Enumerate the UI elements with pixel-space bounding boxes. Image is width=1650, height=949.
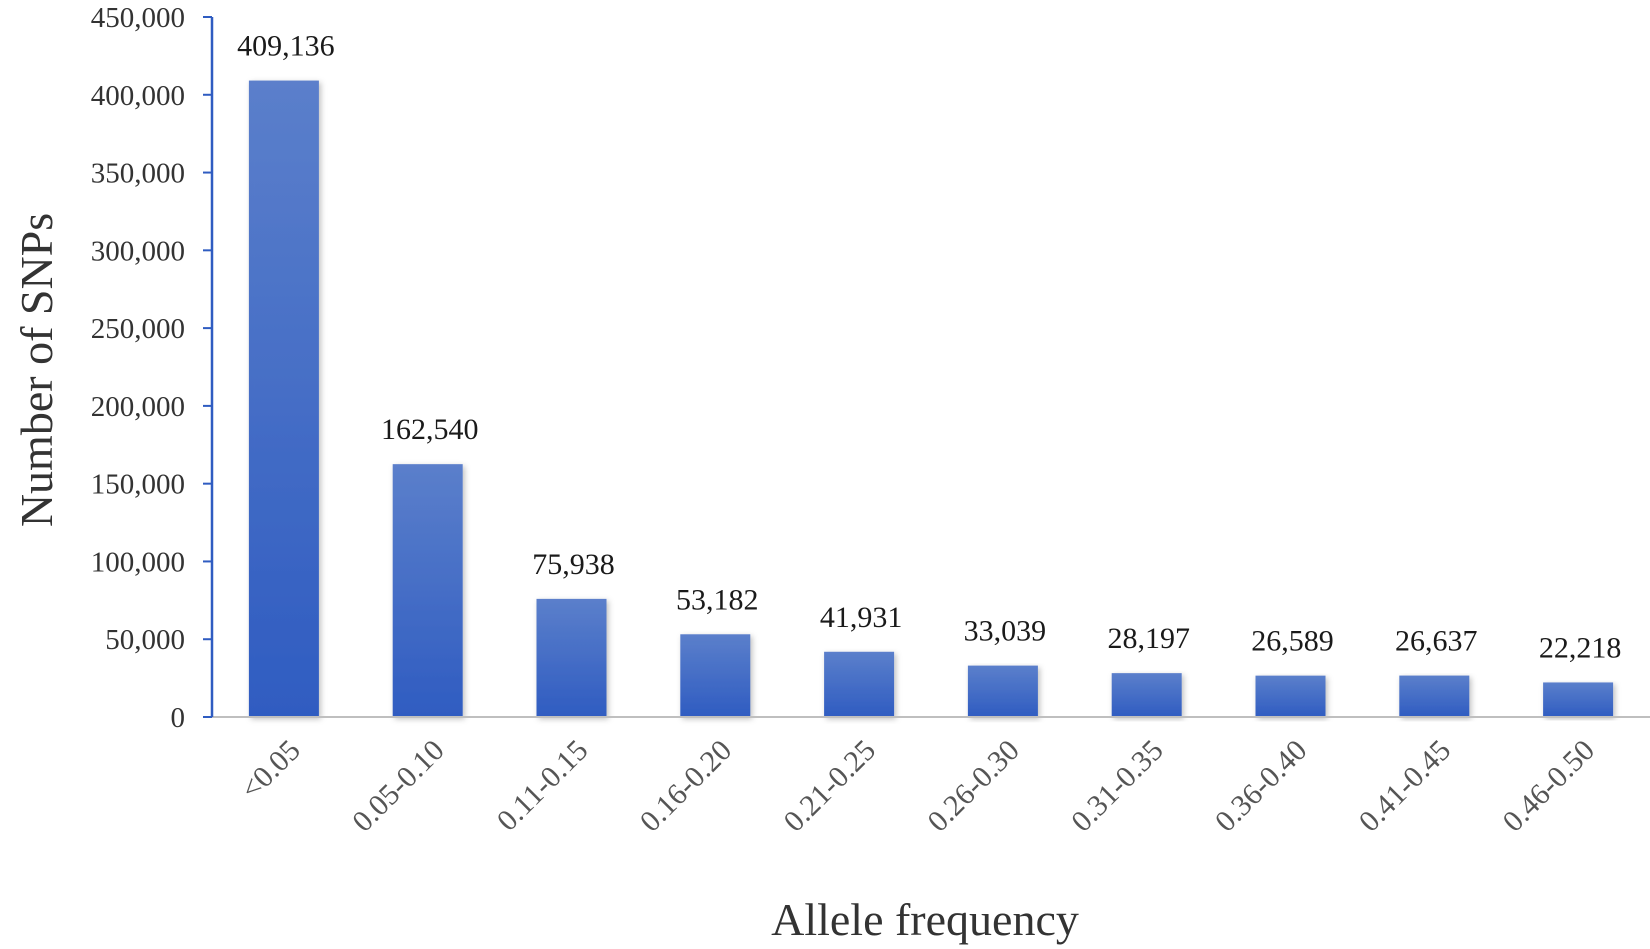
y-axis-ticks: 0 50,000 100,000 150,000 200,000 250,000 300,0… — [91, 2, 212, 734]
value-labels: 409,136 162,540 75,938 53,182 41,931 33,039 28… — [237, 30, 1621, 665]
bar — [392, 464, 463, 717]
bar-value-label: 75,938 — [532, 548, 615, 581]
x-tick-label: 0.36-0.40 — [1209, 734, 1314, 839]
bar — [1399, 675, 1470, 717]
bar-value-label: 53,182 — [676, 583, 759, 616]
bar — [536, 598, 607, 717]
category-labels: <0.05 0.05-0.10 0.11-0.15 0.16-0.20 0.21-0.2… — [234, 734, 1601, 839]
x-tick-label: 0.46-0.50 — [1496, 734, 1601, 839]
x-tick-label: 0.05-0.10 — [346, 734, 451, 839]
x-axis-title: Allele frequency — [771, 894, 1079, 945]
y-axis-title: Number of SNPs — [11, 213, 62, 527]
y-tick-label: 100,000 — [91, 546, 185, 578]
bar-value-label: 28,197 — [1107, 622, 1190, 655]
x-tick-label: 0.16-0.20 — [634, 734, 739, 839]
bar — [1543, 682, 1614, 717]
y-tick-label: 200,000 — [91, 391, 185, 423]
y-tick-label: 300,000 — [91, 235, 185, 267]
x-tick-label: 0.26-0.30 — [921, 734, 1026, 839]
x-tick-label: 0.41-0.45 — [1353, 734, 1458, 839]
y-tick-label: 250,000 — [91, 313, 185, 345]
y-tick-label: 400,000 — [91, 80, 185, 112]
bar-value-label: 26,589 — [1251, 625, 1334, 658]
x-tick-label: <0.05 — [234, 734, 306, 806]
bar-value-label: 22,218 — [1539, 631, 1622, 664]
bar-value-label: 409,136 — [237, 30, 335, 63]
bars — [248, 80, 1614, 717]
x-tick-label: 0.11-0.15 — [491, 734, 595, 838]
bar-value-label: 33,039 — [964, 615, 1047, 648]
bar — [1255, 675, 1326, 717]
bar-value-label: 162,540 — [381, 413, 479, 446]
bar — [967, 665, 1038, 717]
x-tick-label: 0.21-0.25 — [777, 734, 882, 839]
bar — [680, 634, 751, 717]
bar — [824, 651, 895, 717]
bar-value-label: 41,931 — [820, 601, 903, 634]
y-tick-label: 50,000 — [105, 624, 185, 656]
y-tick-label: 150,000 — [91, 469, 185, 501]
x-tick-label: 0.31-0.35 — [1065, 734, 1170, 839]
bar — [1111, 673, 1182, 717]
bar — [248, 80, 319, 717]
bar-value-label: 26,637 — [1395, 625, 1478, 658]
y-tick-label: 450,000 — [91, 2, 185, 34]
y-tick-label: 0 — [171, 702, 186, 734]
y-tick-label: 350,000 — [91, 158, 185, 190]
